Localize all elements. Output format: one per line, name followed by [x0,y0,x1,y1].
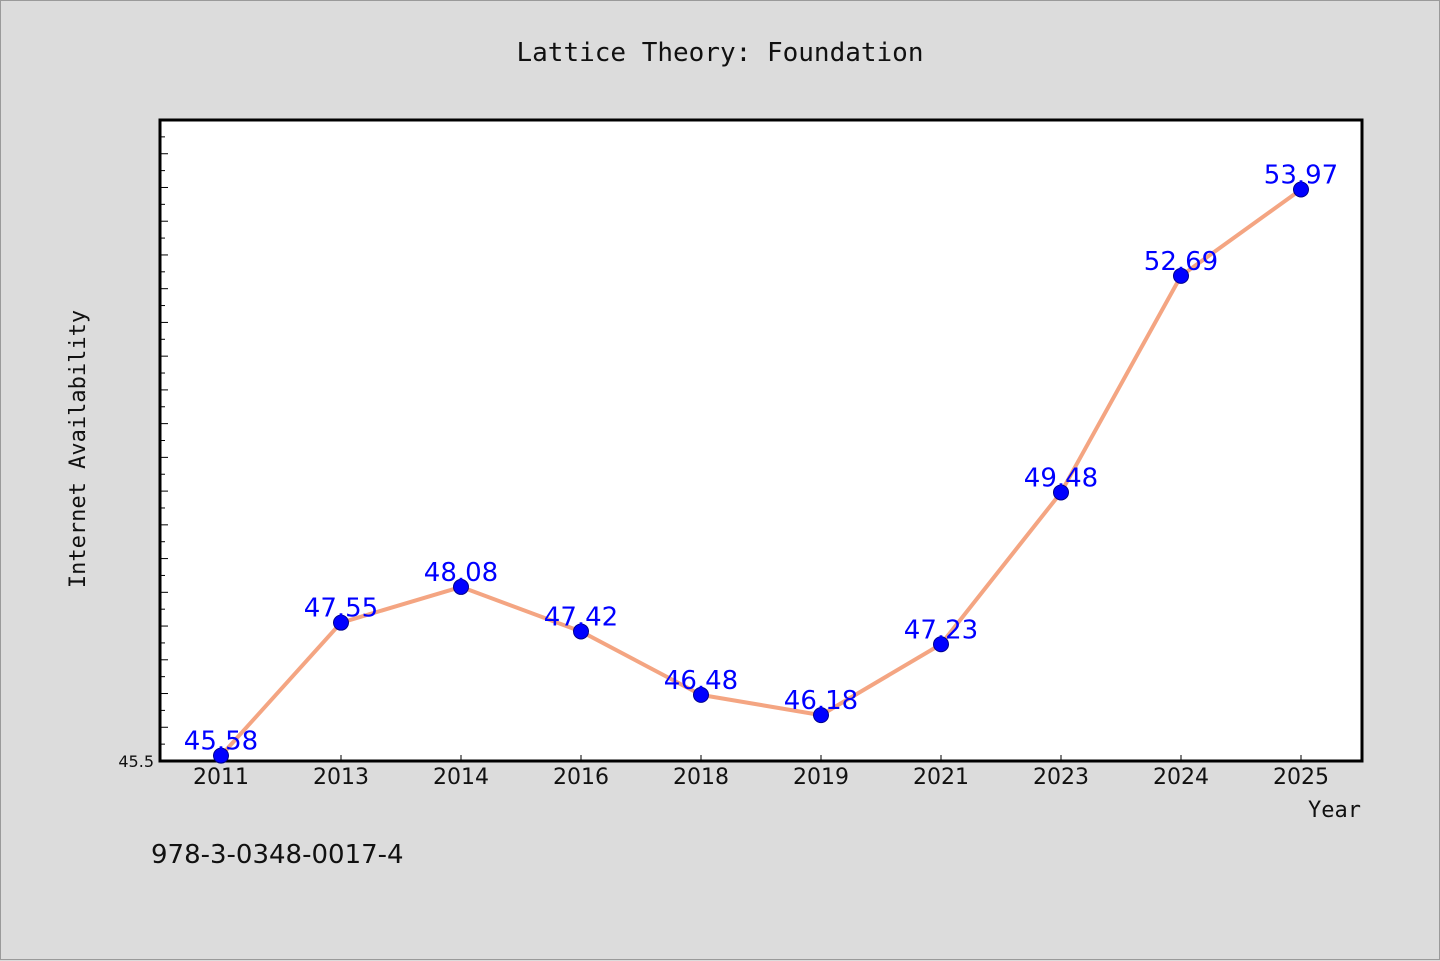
chart-title: Lattice Theory: Foundation [517,38,924,68]
data-point [1053,484,1069,501]
series-line [219,187,1303,757]
y-axis-title: Internet Availability [66,310,91,588]
data-label: 49.48 [1024,463,1098,493]
data-point [213,747,229,764]
data-label: 46.48 [664,666,738,696]
x-tick-label: 2025 [1273,765,1329,790]
data-point [1173,267,1189,284]
y-axis-ticks: 45.5 [118,119,168,771]
x-tick-label: 2011 [193,765,249,790]
data-label: 47.55 [304,594,378,624]
data-label: 45.58 [184,727,258,757]
x-tick-label: 2013 [313,765,369,790]
data-point [933,636,949,653]
data-label: 47.23 [904,615,978,645]
data-label: 46.18 [784,686,858,716]
data-point [1293,181,1309,198]
x-tick-label: 2014 [433,765,489,790]
x-axis-tick-labels: 2011 2013 2014 2016 2018 2019 2021 2023 2024 2025 [193,755,1329,790]
data-label: 53.97 [1264,160,1338,190]
x-tick-label: 2019 [793,765,849,790]
isbn-label: 978-3-0348-0017-4 [151,840,404,870]
data-label: 48.08 [424,558,498,588]
x-tick-label: 2023 [1033,765,1089,790]
data-point [813,707,829,724]
data-points [213,181,1309,764]
data-point [333,614,349,631]
plot-area [158,118,1364,763]
data-point [453,578,469,595]
data-label: 52.69 [1144,247,1218,277]
x-tick-label: 2018 [673,765,729,790]
x-tick-label: 2016 [553,765,609,790]
data-point [573,623,589,640]
x-axis-title: Year [1308,798,1361,823]
data-label: 47.42 [544,602,618,632]
data-labels: 45.58 47.55 48.08 47.42 46.48 46.18 47.23 49.48… [184,160,1338,756]
data-point [693,686,709,703]
x-tick-label: 2021 [913,765,969,790]
x-tick-label: 2024 [1153,765,1209,790]
y-tick-label: 45.5 [118,752,154,771]
